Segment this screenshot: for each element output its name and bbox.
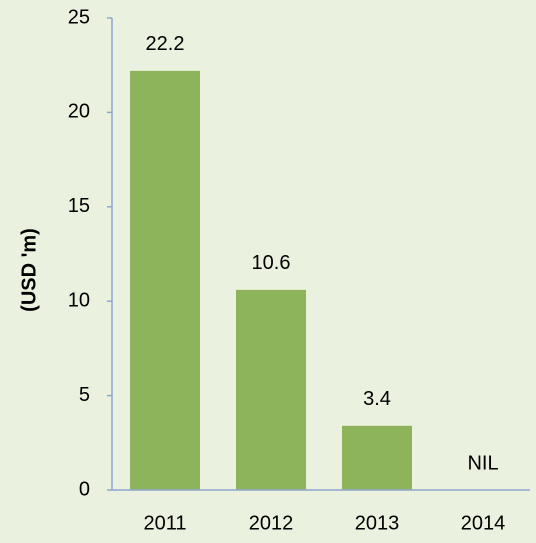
data-label: NIL (467, 452, 498, 474)
x-tick-label: 2011 (143, 512, 186, 534)
data-label: 10.6 (252, 252, 291, 274)
y-tick-label: 5 (79, 384, 90, 406)
y-tick-label: 25 (68, 6, 90, 28)
bar (236, 289, 306, 490)
bar (342, 425, 412, 490)
bar (130, 70, 200, 490)
data-label: 3.4 (363, 388, 391, 410)
data-label: 22.2 (146, 33, 185, 55)
x-tick-label: 2013 (355, 512, 400, 534)
y-tick-label: 20 (68, 101, 90, 123)
y-tick-label: 10 (68, 289, 90, 311)
x-tick-label: 2012 (249, 512, 294, 534)
y-tick-label: 15 (68, 195, 90, 217)
x-tick-label: 2014 (461, 512, 506, 534)
y-axis-label: (USD 'm) (18, 228, 40, 312)
y-tick-label: 0 (79, 478, 90, 500)
